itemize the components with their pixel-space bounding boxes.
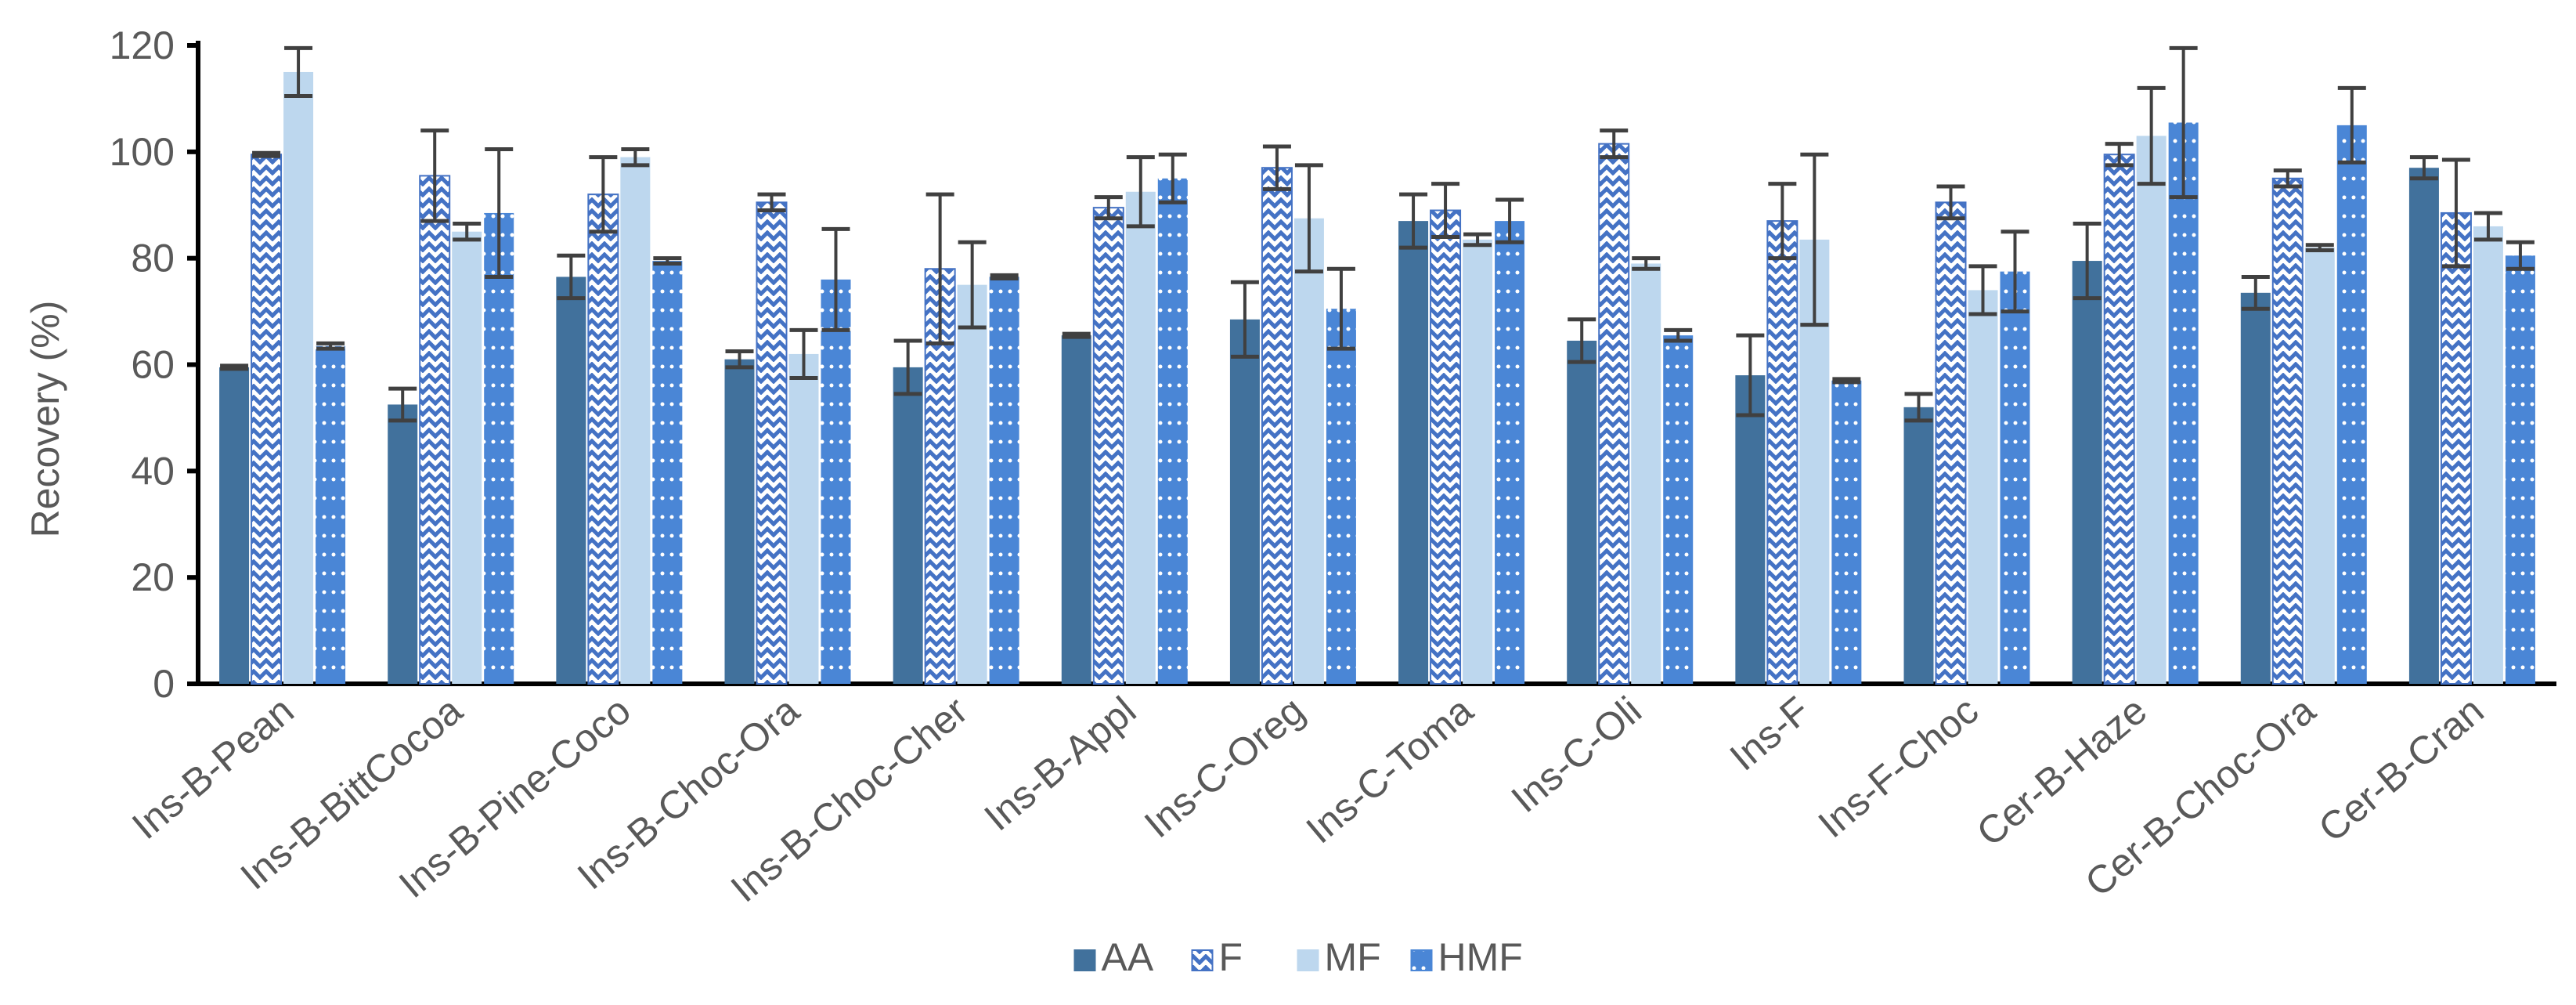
bar-hmf: [2000, 271, 2030, 684]
bar-aa: [2408, 168, 2439, 685]
bar-f: [1092, 207, 1124, 685]
bar-aa: [893, 367, 923, 684]
legend-swatch-hmf: [1410, 949, 1433, 971]
bar-mf: [2473, 226, 2503, 685]
bar-f: [1430, 209, 1462, 685]
y-tick-label: 60: [131, 343, 175, 387]
bar-hmf: [1831, 380, 1862, 684]
bar-hmf: [316, 345, 346, 684]
bar-f: [2103, 154, 2135, 685]
legend: AA F MF HMF: [1073, 935, 1523, 979]
bar-aa: [1229, 319, 1260, 684]
bar-hmf: [484, 212, 514, 684]
bar-f: [2440, 211, 2472, 685]
bar-mf: [283, 71, 314, 685]
bar-f: [419, 175, 451, 685]
bar-mf: [2304, 248, 2335, 684]
legend-label-aa: AA: [1102, 935, 1154, 979]
bar-mf: [1293, 218, 1324, 685]
bar-f: [587, 193, 619, 685]
bar-aa: [1735, 375, 1766, 684]
bar-f: [2271, 177, 2304, 685]
bar-aa: [1061, 335, 1091, 684]
bar-mf: [1968, 290, 1998, 684]
bar-hmf: [652, 261, 683, 684]
legend-label-hmf: HMF: [1438, 935, 1523, 979]
bar-aa: [556, 277, 586, 684]
bar-aa: [1398, 221, 1429, 684]
bar-mf: [1631, 263, 1661, 684]
bar-mf: [620, 157, 651, 684]
bar-mf: [2136, 136, 2167, 685]
legend-swatch-mf: [1297, 949, 1319, 971]
bar-aa: [388, 404, 418, 684]
bar-f: [1935, 201, 1967, 685]
y-tick-label: 20: [131, 555, 175, 599]
legend-label-f: F: [1219, 935, 1243, 979]
bar-hmf: [1495, 221, 1525, 684]
bar-f: [1261, 167, 1293, 685]
category-label: Ins-B-Pean: [124, 689, 302, 848]
bar-mf: [1463, 239, 1493, 684]
bar-mf: [1125, 191, 1156, 685]
bar-mf: [957, 284, 987, 684]
bar-hmf: [821, 279, 851, 684]
legend-label-mf: MF: [1325, 935, 1381, 979]
y-tick-label: 80: [131, 237, 175, 280]
y-tick-label: 40: [131, 449, 175, 493]
bar-mf: [788, 353, 819, 684]
category-label: Ins-C-Toma: [1298, 688, 1481, 851]
bar-hmf: [2505, 255, 2535, 684]
y-tick-label: 0: [153, 662, 175, 706]
bar-hmf: [1326, 309, 1356, 684]
bar-aa: [219, 367, 250, 684]
bar-hmf: [1157, 178, 1188, 684]
bar-f: [756, 201, 788, 685]
bars: [219, 71, 2535, 685]
bar-hmf: [2168, 122, 2199, 684]
category-label: Ins-F: [1722, 689, 1818, 779]
bar-aa: [2072, 261, 2102, 684]
legend-swatch-aa: [1073, 949, 1096, 971]
bar-mf: [452, 231, 482, 684]
bar-aa: [2240, 292, 2271, 684]
error-bars: [220, 45, 2535, 423]
bar-f: [1766, 220, 1799, 685]
category-label: Ins-B-Appl: [976, 689, 1145, 840]
y-axis-title: Recovery (%): [23, 301, 67, 538]
bar-hmf: [1663, 335, 1694, 684]
bar-f: [1598, 143, 1630, 685]
bar-hmf: [989, 277, 1019, 684]
y-tick-label: 100: [110, 130, 175, 174]
bar-aa: [1567, 340, 1597, 684]
bar-aa: [1903, 407, 1934, 684]
bar-f: [251, 154, 283, 685]
legend-swatch-f: [1191, 949, 1214, 971]
bar-hmf: [2336, 125, 2367, 684]
category-labels: Ins-B-PeanIns-B-BittCocoaIns-B-Pine-Coco…: [124, 688, 2491, 910]
y-tick-label: 120: [110, 23, 175, 67]
category-label: Ins-C-Oreg: [1136, 689, 1312, 847]
category-label: Ins-C-Oli: [1503, 689, 1650, 822]
bar-aa: [724, 359, 755, 684]
category-label: Cer-B-Cran: [2311, 689, 2492, 851]
category-label: Ins-F-Choc: [1810, 689, 1986, 847]
